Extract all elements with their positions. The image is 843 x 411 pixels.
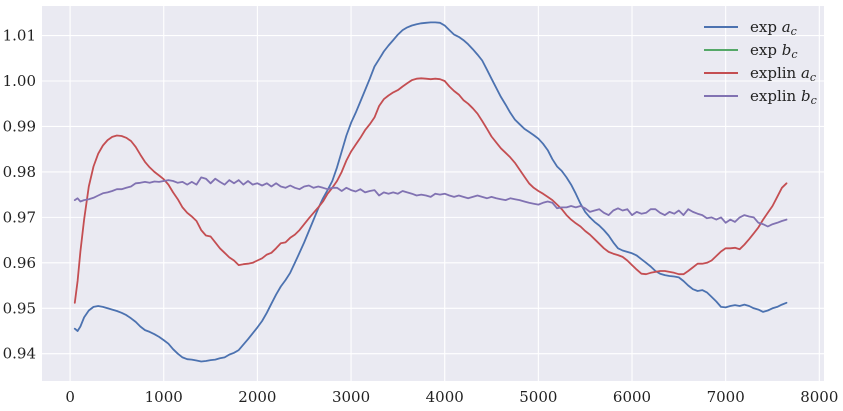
grid-lines [42,6,824,381]
y-tick-label: 1.00 [3,72,36,90]
y-tick-label: 0.96 [3,254,36,272]
series-line-3 [73,176,788,228]
x-axis-ticks: 0 1000 2000 3000 4000 5000 6000 7000 8000 [65,388,838,406]
x-tick-label: 4000 [426,388,464,406]
y-tick-label: 1.01 [3,27,36,45]
x-tick-label: 5000 [519,388,557,406]
y-tick-label: 0.98 [3,163,36,181]
legend-entry-label: explin bc [750,87,817,107]
x-tick-label: 0 [65,388,75,406]
legend-entry-label: explin ac [750,64,816,84]
legend-entry-label: exp bc [750,41,798,61]
x-tick-label: 8000 [800,388,838,406]
x-tick-label: 7000 [707,388,745,406]
x-tick-label: 2000 [238,388,276,406]
x-tick-label: 6000 [613,388,651,406]
y-tick-label: 0.95 [3,299,36,317]
y-axis-ticks: 0.94 0.95 0.96 0.97 0.98 0.99 1.00 1.01 [3,27,36,363]
y-tick-label: 0.97 [3,208,36,226]
y-tick-label: 0.94 [3,345,36,363]
x-tick-label: 1000 [145,388,183,406]
series-line-2 [73,77,788,304]
legend-entry-label: exp ac [750,18,797,38]
y-tick-label: 0.99 [3,117,36,135]
series-layer [73,21,788,363]
series-line-0 [73,21,788,363]
plot-area [42,6,824,381]
x-tick-label: 3000 [332,388,370,406]
legend: exp ac exp bc explin ac explin bc [704,18,817,107]
